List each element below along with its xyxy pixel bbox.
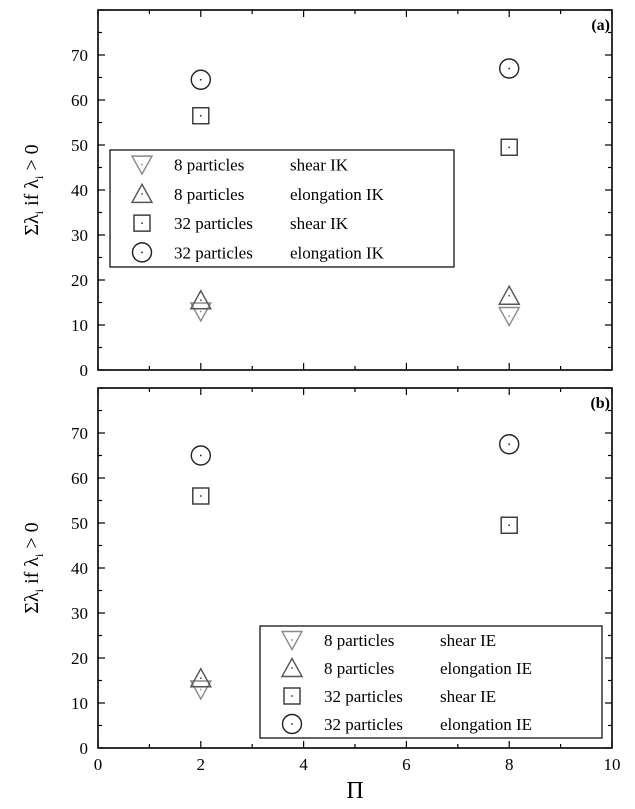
legend-marker-circle-center-dot	[291, 723, 293, 725]
legend-marker-triangle-down-center-dot	[291, 639, 293, 641]
legend-marker-triangle-down	[280, 630, 304, 651]
data-point-triangle-up-center-dot	[199, 299, 202, 302]
y-tick-label: 50	[71, 514, 88, 533]
data-point-square	[500, 138, 518, 156]
data-point-square	[500, 516, 518, 534]
legend-label: 32 particles	[174, 243, 253, 262]
legend-marker-triangle-up-center-dot	[291, 667, 293, 669]
y-tick-label: 60	[71, 91, 88, 110]
legend: 8 particles shear IE 8 particles elongation…	[259, 625, 603, 739]
legend-label: 8 particles	[174, 185, 244, 204]
data-point-triangle-down	[189, 680, 212, 701]
legend-marker-square-center-dot	[141, 222, 143, 225]
x-tick-label: 10	[604, 755, 621, 774]
y-tick-label: 10	[71, 694, 88, 713]
legend-label: shear IK	[290, 156, 349, 175]
data-point-triangle-down-center-dot	[199, 310, 202, 313]
legend-marker-triangle-up-center-dot	[141, 192, 143, 195]
legend-label: shear IE	[440, 687, 496, 706]
data-point-triangle-down	[189, 302, 212, 323]
legend-marker-triangle-up	[130, 182, 154, 204]
y-tick-label: 0	[80, 739, 89, 758]
data-point-circle-center-dot	[508, 443, 511, 446]
data-point-circle	[190, 445, 212, 466]
legend-label: 8 particles	[324, 659, 394, 678]
legend-label: 32 particles	[324, 715, 403, 734]
data-point-circle	[499, 58, 520, 79]
y-tick-label: 20	[71, 649, 88, 668]
data-point-triangle-up	[189, 289, 212, 310]
legend-marker-triangle-up	[280, 657, 304, 678]
y-tick-label: 40	[71, 181, 88, 200]
y-axis-label: Σλi if λi > 0	[21, 522, 46, 613]
legend-box	[259, 625, 603, 739]
data-point-triangle-down-center-dot	[508, 315, 511, 317]
y-tick-label: 40	[71, 559, 88, 578]
legend-label: 32 particles	[174, 214, 253, 233]
legend-marker-square	[283, 687, 301, 705]
x-tick-label: 8	[505, 755, 514, 774]
data-point-square	[192, 107, 210, 125]
data-point-circle-center-dot	[199, 78, 202, 81]
y-tick-label: 0	[80, 361, 89, 380]
legend-label: elongation IK	[290, 185, 385, 204]
chart-panel-b: 0 10 20 30 40 50 60 70 0 2 4 6 8 10 (b) Σλi if λi > 0 Π 8…	[21, 387, 621, 804]
data-point-square-center-dot	[508, 524, 511, 527]
legend-label: elongation IE	[440, 659, 532, 678]
legend-marker-circle-center-dot	[141, 251, 143, 254]
y-tick-label: 50	[71, 136, 88, 155]
data-point-triangle-up	[189, 667, 212, 688]
data-point-circle	[190, 69, 212, 90]
data-point-circle-center-dot	[199, 454, 202, 457]
panel-label: (a)	[591, 17, 610, 34]
chart-panel-a: 0 10 20 30 40 50 60 70 (a) Σλi if λi > 0 8 particl…	[21, 9, 613, 380]
legend: 8 particles shear IK 8 particles elongation…	[109, 149, 455, 268]
panel-label: (b)	[590, 395, 610, 412]
data-point-triangle-down	[498, 306, 521, 327]
data-point-circle-center-dot	[508, 67, 511, 70]
data-point-triangle-up-center-dot	[508, 294, 511, 297]
legend-label: 8 particles	[324, 631, 394, 650]
x-tick-label: 2	[197, 755, 206, 774]
legend-label: shear IE	[440, 631, 496, 650]
legend-label: elongation IE	[440, 715, 532, 734]
y-tick-label: 20	[71, 271, 88, 290]
y-tick-label: 30	[71, 604, 88, 623]
data-point-triangle-up-center-dot	[199, 677, 202, 680]
data-point-square-center-dot	[199, 495, 202, 497]
legend-marker-circle	[281, 713, 303, 735]
x-tick-label: 6	[402, 755, 411, 774]
data-point-square-center-dot	[199, 114, 202, 117]
legend-label: 8 particles	[174, 156, 244, 175]
legend-marker-triangle-down	[130, 155, 154, 176]
data-point-triangle-up	[498, 284, 521, 305]
y-tick-label: 60	[71, 469, 88, 488]
legend-label: elongation IK	[290, 243, 385, 262]
data-point-square-center-dot	[508, 146, 511, 149]
legend-label: 32 particles	[324, 687, 403, 706]
data-point-square	[192, 487, 210, 505]
legend-marker-circle	[131, 242, 153, 263]
legend-box	[109, 149, 455, 268]
y-tick-label: 30	[71, 226, 88, 245]
data-point-triangle-down-center-dot	[199, 688, 202, 691]
x-tick-label: 4	[299, 755, 308, 774]
legend-label: shear IK	[290, 214, 349, 233]
legend-marker-square-center-dot	[291, 695, 293, 697]
y-tick-label: 70	[71, 46, 88, 65]
legend-marker-triangle-down-center-dot	[141, 163, 143, 166]
data-point-circle	[499, 434, 520, 455]
x-tick-label: 0	[94, 755, 103, 774]
legend-marker-square	[133, 214, 151, 232]
y-tick-label: 10	[71, 316, 88, 335]
y-axis-label: Σλi if λi > 0	[21, 144, 46, 235]
y-tick-label: 70	[71, 424, 88, 443]
x-axis-label: Π	[346, 778, 363, 804]
